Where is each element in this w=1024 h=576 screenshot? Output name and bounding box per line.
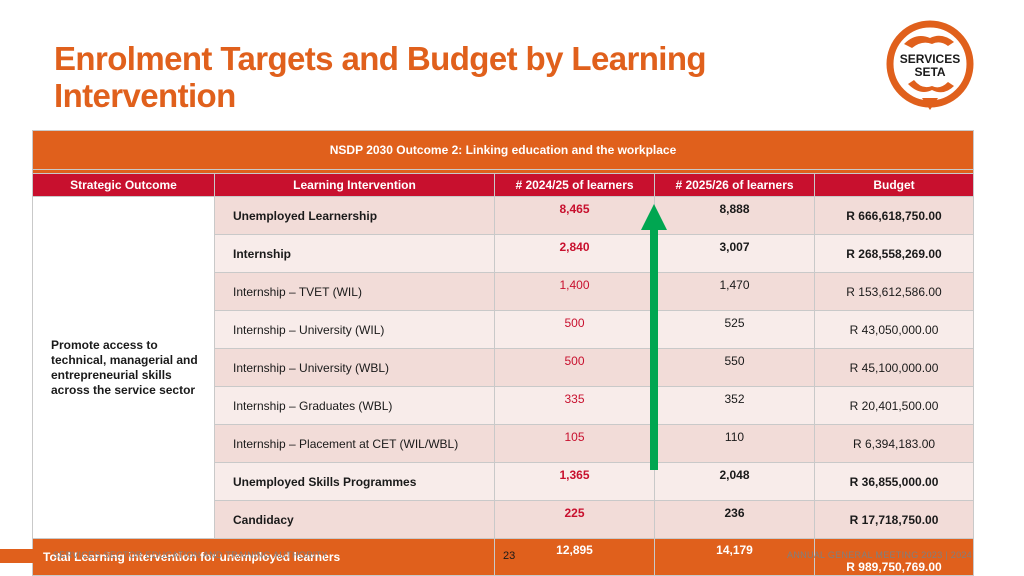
- table-row: Internship – TVET (WIL) 1,400 1,470 R 15…: [33, 272, 975, 311]
- budget-cell: R 45,100,000.00: [813, 348, 975, 387]
- learners-2025-cell: 1,470: [654, 272, 815, 311]
- intervention-cell: Internship: [214, 234, 495, 273]
- intervention-cell: Internship – TVET (WIL): [214, 272, 495, 311]
- table-row: Promote access to technical, managerial …: [32, 196, 975, 539]
- learners-2025-cell: 236: [654, 500, 815, 539]
- learners-2024-cell: 8,465: [494, 196, 655, 235]
- budget-cell: R 17,718,750.00: [813, 500, 975, 539]
- intervention-cell: Internship – University (WBL): [214, 348, 495, 387]
- learners-2024-cell: 1,365: [494, 462, 655, 501]
- total-label: Total Learning intervention for unemploy…: [32, 538, 495, 576]
- learners-2025-cell: 525: [654, 310, 815, 349]
- learners-2025-cell: 3,007: [654, 234, 815, 273]
- services-seta-logo: SERVICES SETA: [882, 14, 978, 118]
- learners-2024-cell: 500: [494, 348, 655, 387]
- learners-2024-cell: 335: [494, 386, 655, 425]
- banner-spacer: [31, 169, 975, 174]
- intervention-cell: Unemployed Skills Programmes: [214, 462, 495, 501]
- budget-cell: R 43,050,000.00: [813, 310, 975, 349]
- learners-2024-cell: 225: [494, 500, 655, 539]
- header-budget: Budget: [813, 173, 975, 197]
- header-2024-25: # 2024/25 of learners: [494, 173, 655, 197]
- footer-organization: SERVICES SECTOR EDUCATION AND TRAINING A…: [53, 550, 328, 560]
- budget-cell: R 6,394,183.00: [813, 424, 975, 463]
- learners-2025-cell: 352: [654, 386, 815, 425]
- total-2024: 12,895: [494, 538, 655, 576]
- table-row: Internship 2,840 3,007 R 268,558,269.00: [33, 234, 975, 273]
- learners-2024-cell: 2,840: [494, 234, 655, 273]
- learners-2024-cell: 105: [494, 424, 655, 463]
- growth-arrow-icon: [640, 204, 668, 472]
- budget-cell: R 666,618,750.00: [813, 196, 975, 235]
- budget-cell: R 153,612,586.00: [813, 272, 975, 311]
- table-header-row: Strategic Outcome Learning Intervention …: [32, 173, 975, 197]
- table-row: Candidacy 225 236 R 17,718,750.00: [33, 500, 975, 539]
- table-row: Unemployed Skills Programmes 1,365 2,048…: [33, 462, 975, 501]
- table-banner-row: NSDP 2030 Outcome 2: Linking education a…: [31, 130, 975, 170]
- footer-event: ANNUAL GENERAL MEETING 2023 | 2024: [787, 550, 972, 560]
- footer-accent-bar: [0, 549, 42, 563]
- logo-text-line1: SERVICES: [900, 52, 960, 66]
- intervention-cell: Internship – University (WIL): [214, 310, 495, 349]
- table-row: Internship – University (WIL) 500 525 R …: [33, 310, 975, 349]
- budget-cell: R 20,401,500.00: [813, 386, 975, 425]
- learners-2024-cell: 1,400: [494, 272, 655, 311]
- page-title: Enrolment Targets and Budget by Learning…: [54, 40, 707, 114]
- intervention-cell: Candidacy: [214, 500, 495, 539]
- learners-2024-cell: 500: [494, 310, 655, 349]
- intervention-cell: Unemployed Learnership: [214, 196, 495, 235]
- intervention-cell: Internship – Graduates (WBL): [214, 386, 495, 425]
- logo-text-line2: SETA: [914, 65, 945, 79]
- strategic-outcome-cell: Promote access to technical, managerial …: [32, 196, 215, 539]
- total-2025: 14,179: [654, 538, 815, 576]
- total-budget: R 989,750,769.00: [813, 538, 975, 576]
- learners-2025-cell: 110: [654, 424, 815, 463]
- enrolment-budget-table: NSDP 2030 Outcome 2: Linking education a…: [31, 130, 975, 576]
- header-strategic-outcome: Strategic Outcome: [32, 173, 215, 197]
- header-2025-26: # 2025/26 of learners: [654, 173, 815, 197]
- learners-2025-cell: 2,048: [654, 462, 815, 501]
- header-learning-intervention: Learning Intervention: [214, 173, 495, 197]
- total-row: Total Learning intervention for unemploy…: [32, 538, 975, 576]
- budget-cell: R 268,558,269.00: [813, 234, 975, 273]
- logo-emblem-icon: SERVICES SETA: [886, 20, 974, 110]
- intervention-cell: Internship – Placement at CET (WIL/WBL): [214, 424, 495, 463]
- page-number: 23: [503, 550, 516, 562]
- table-banner: NSDP 2030 Outcome 2: Linking education a…: [31, 130, 975, 170]
- learners-2025-cell: 8,888: [654, 196, 815, 235]
- budget-cell: R 36,855,000.00: [813, 462, 975, 501]
- table-row: Internship – University (WBL) 500 550 R …: [33, 348, 975, 387]
- learners-2025-cell: 550: [654, 348, 815, 387]
